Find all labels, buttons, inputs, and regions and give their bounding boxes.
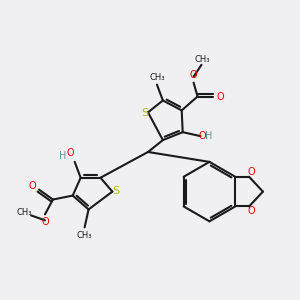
Text: S: S [142, 108, 148, 118]
Text: O: O [247, 206, 255, 216]
Text: O: O [28, 181, 36, 191]
Text: O: O [41, 217, 49, 227]
Text: CH₃: CH₃ [149, 73, 165, 82]
Text: CH₃: CH₃ [77, 231, 92, 240]
Text: S: S [112, 186, 119, 196]
Text: O: O [199, 131, 206, 141]
Text: O: O [67, 148, 75, 158]
Text: O: O [190, 70, 197, 80]
Text: O: O [247, 167, 255, 177]
Text: H: H [205, 131, 212, 141]
Text: CH₃: CH₃ [16, 208, 32, 217]
Text: O: O [217, 92, 224, 101]
Text: CH₃: CH₃ [195, 55, 210, 64]
Text: H: H [59, 151, 67, 161]
